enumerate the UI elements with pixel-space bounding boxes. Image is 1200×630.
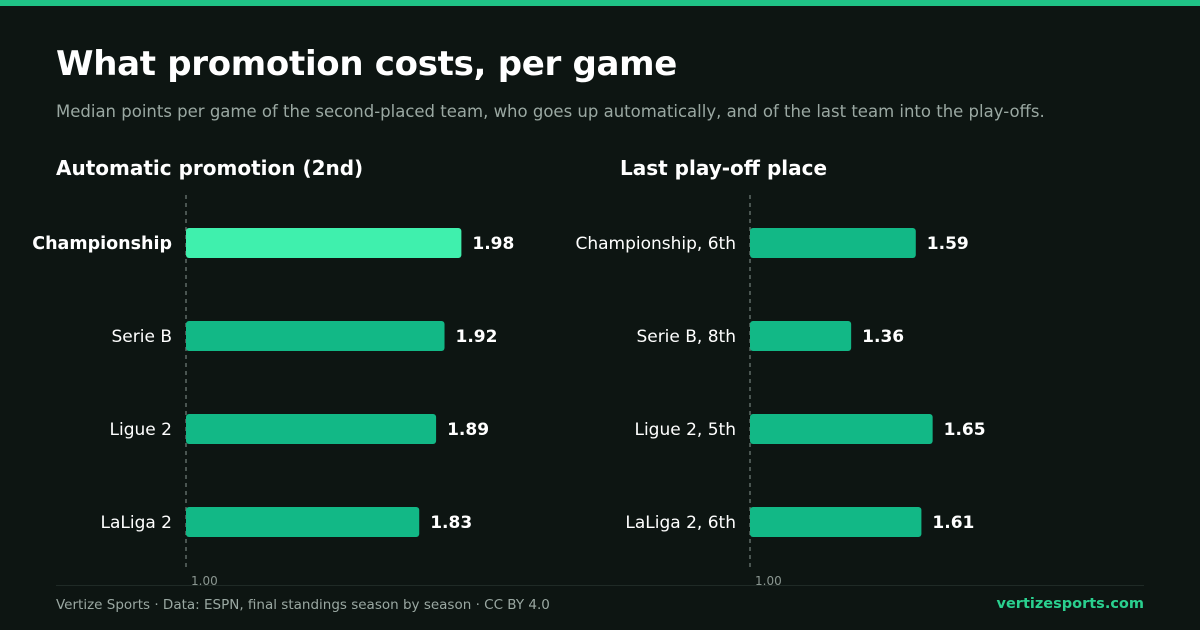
chart-title-last-playoff-place: Last play-off place: [620, 156, 828, 180]
playoff-label-laliga-2-6th: LaLiga 2, 6th: [625, 513, 736, 533]
top-accent-bar: [0, 0, 1200, 6]
automatic-baseline-label: 1.00: [191, 574, 218, 588]
page-title: What promotion costs, per game: [56, 44, 678, 84]
chart-title-automatic-promotion: Automatic promotion (2nd): [56, 156, 364, 180]
footer-site-link[interactable]: vertizesports.com: [996, 596, 1144, 612]
playoff-bar-serie-b-8th: [750, 321, 852, 351]
playoff-bar-laliga-2-6th: [750, 507, 922, 537]
playoff-bar-ligue-2-5th: [750, 414, 933, 444]
footer-source: Vertize Sports · Data: ESPN, final stand…: [56, 597, 550, 613]
automatic-value-ligue-2: 1.89: [447, 420, 489, 440]
automatic-label-laliga-2: LaLiga 2: [100, 513, 172, 533]
playoff-value-ligue-2-5th: 1.65: [944, 420, 986, 440]
playoff-label-serie-b-8th: Serie B, 8th: [636, 327, 736, 347]
playoff-value-serie-b-8th: 1.36: [862, 327, 904, 347]
automatic-label-championship: Championship: [32, 234, 172, 254]
playoff-baseline-label: 1.00: [755, 574, 782, 588]
playoff-label-ligue-2-5th: Ligue 2, 5th: [634, 420, 736, 440]
automatic-bar-serie-b: [186, 321, 445, 351]
automatic-value-serie-b: 1.92: [456, 327, 498, 347]
automatic-bar-laliga-2: [186, 507, 420, 537]
playoff-value-championship-6th: 1.59: [927, 234, 969, 254]
playoff-label-championship-6th: Championship, 6th: [575, 234, 736, 254]
playoff-value-laliga-2-6th: 1.61: [932, 513, 974, 533]
automatic-bar-ligue-2: [186, 414, 437, 444]
automatic-value-laliga-2: 1.83: [430, 513, 472, 533]
automatic-value-championship: 1.98: [472, 234, 514, 254]
page-subtitle: Median points per game of the second-pla…: [56, 102, 1045, 121]
footer-divider: [56, 585, 1144, 586]
automatic-label-serie-b: Serie B: [112, 327, 173, 347]
automatic-label-ligue-2: Ligue 2: [110, 420, 172, 440]
automatic-bar-championship: [186, 228, 462, 258]
playoff-bar-championship-6th: [750, 228, 916, 258]
